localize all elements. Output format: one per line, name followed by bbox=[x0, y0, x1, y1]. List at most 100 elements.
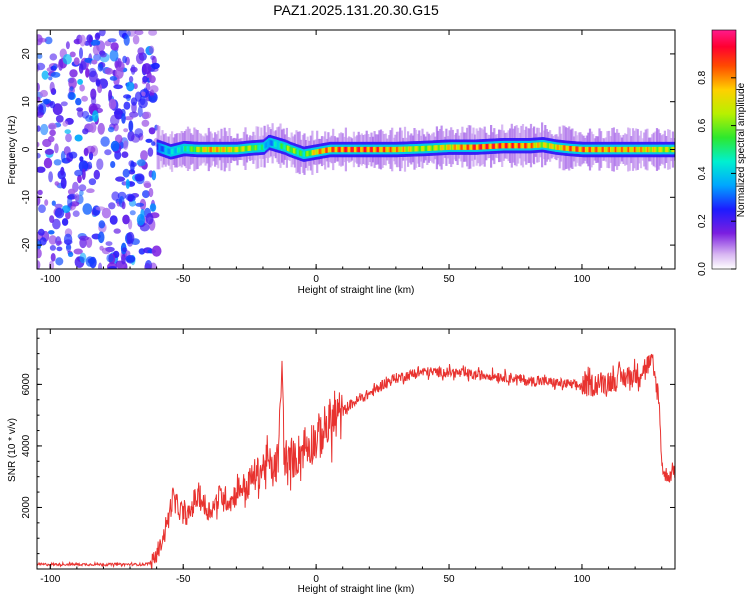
ridge-cell bbox=[660, 146, 663, 153]
ridge-cell bbox=[564, 145, 567, 151]
ridge-cell bbox=[503, 143, 506, 149]
noise-blob bbox=[137, 105, 143, 118]
noise-blob bbox=[123, 140, 129, 150]
ridge-cell bbox=[194, 146, 197, 153]
ridge-cell bbox=[319, 148, 322, 154]
ridge-cell bbox=[456, 144, 459, 150]
noise-blob bbox=[54, 143, 59, 154]
noise-blob bbox=[149, 75, 156, 84]
ridge-cell bbox=[531, 142, 533, 149]
noise-blob bbox=[148, 45, 155, 54]
noise-blob bbox=[140, 150, 148, 161]
y-tick-label: -10 bbox=[21, 190, 32, 205]
ridge-cell bbox=[442, 144, 445, 151]
ridge-cell bbox=[181, 146, 184, 152]
y-tick-label: 10 bbox=[21, 96, 32, 108]
noise-blob bbox=[88, 67, 97, 78]
ridge-cell bbox=[232, 146, 234, 153]
noise-blob bbox=[79, 189, 84, 196]
noise-blob bbox=[87, 258, 96, 264]
ridge-cell bbox=[277, 142, 280, 148]
noise-blob bbox=[60, 166, 65, 176]
ridge-cell bbox=[204, 146, 207, 153]
noise-blob bbox=[151, 245, 162, 257]
ridge-cell bbox=[604, 146, 606, 153]
noise-blob bbox=[86, 188, 95, 193]
ridge-cell bbox=[438, 145, 441, 151]
noise-blob bbox=[68, 151, 78, 159]
ridge-cell bbox=[163, 147, 166, 153]
noise-blob bbox=[151, 170, 157, 181]
noise-blob bbox=[126, 231, 135, 244]
ridge-cell bbox=[538, 142, 541, 148]
noise-blob bbox=[54, 203, 63, 209]
noise-blob bbox=[47, 135, 55, 143]
ridge-cell bbox=[289, 146, 292, 153]
noise-blob bbox=[114, 134, 123, 144]
ridge-cell bbox=[605, 146, 608, 153]
ridge-cell bbox=[185, 146, 188, 152]
noise-blob bbox=[91, 96, 97, 105]
noise-blob bbox=[78, 184, 87, 192]
ridge-cell bbox=[471, 144, 474, 150]
ridge-cell bbox=[248, 145, 251, 151]
ridge-cell bbox=[464, 144, 466, 150]
noise-blob bbox=[42, 98, 52, 104]
noise-blob bbox=[127, 194, 134, 202]
ridge-cell bbox=[218, 146, 221, 153]
spectrogram-noise-layer bbox=[37, 30, 162, 269]
ridge-cell bbox=[180, 146, 183, 152]
ridge-cell bbox=[191, 146, 194, 152]
ridge-cell bbox=[583, 146, 586, 153]
ridge-cell bbox=[541, 142, 544, 148]
noise-blob bbox=[69, 69, 78, 78]
ridge-cell bbox=[239, 146, 242, 152]
ridge-cell bbox=[462, 144, 465, 150]
ridge-cell bbox=[595, 146, 598, 153]
ridge-cell bbox=[199, 146, 202, 153]
ridge-cell bbox=[443, 144, 446, 151]
spectrogram-ridge-layer bbox=[156, 122, 675, 175]
noise-blob bbox=[78, 235, 89, 241]
noise-blob bbox=[48, 235, 57, 245]
ridge-cell bbox=[447, 144, 450, 150]
ridge-cell bbox=[507, 143, 509, 149]
ridge-cell bbox=[468, 144, 471, 150]
noise-blob bbox=[90, 39, 101, 46]
ridge-cell bbox=[486, 143, 489, 150]
noise-blob bbox=[142, 63, 152, 75]
ridge-cell bbox=[616, 146, 618, 153]
noise-blob bbox=[65, 211, 71, 220]
ridge-cell bbox=[576, 146, 579, 152]
ridge-cell bbox=[203, 146, 206, 153]
noise-blob bbox=[121, 151, 129, 158]
ridge-cell bbox=[431, 145, 434, 151]
ridge-cell bbox=[513, 143, 515, 149]
ridge-cell bbox=[479, 144, 482, 150]
ridge-cell bbox=[629, 146, 631, 153]
ridge-cell bbox=[601, 146, 604, 153]
noise-blob bbox=[123, 35, 130, 46]
ridge-cell bbox=[594, 146, 597, 153]
noise-blob bbox=[70, 201, 80, 207]
ridge-cell bbox=[370, 146, 373, 153]
noise-blob bbox=[133, 83, 138, 90]
noise-blob bbox=[49, 53, 58, 61]
ridge-cell bbox=[313, 149, 316, 156]
ridge-cell bbox=[212, 146, 215, 153]
figure-title: PAZ1.2025.131.20.30.G15 bbox=[273, 2, 439, 18]
ridge-cell bbox=[316, 149, 319, 155]
ridge-cell bbox=[320, 148, 323, 154]
ridge-cell bbox=[656, 146, 659, 153]
noise-blob bbox=[144, 111, 152, 119]
noise-blob bbox=[107, 38, 117, 43]
noise-blob bbox=[50, 71, 61, 78]
noise-blob bbox=[132, 34, 140, 45]
noise-blob bbox=[113, 84, 123, 90]
ridge-cell bbox=[614, 146, 617, 153]
noise-blob bbox=[54, 207, 65, 219]
ridge-cell bbox=[352, 146, 355, 153]
ridge-cell bbox=[197, 146, 200, 153]
ridge-cell bbox=[511, 143, 514, 149]
noise-blob bbox=[95, 79, 101, 87]
